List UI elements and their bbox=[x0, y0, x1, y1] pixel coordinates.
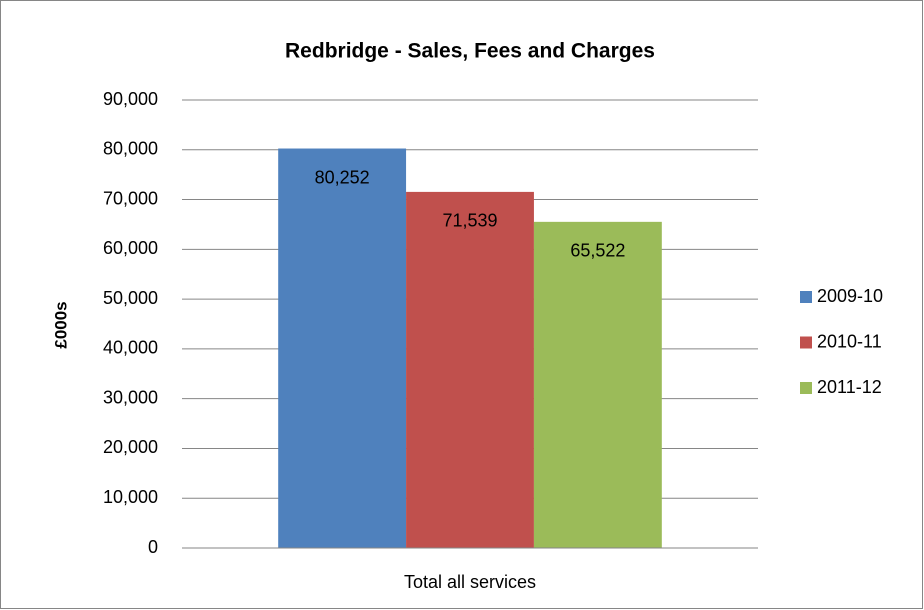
bar bbox=[406, 191, 534, 548]
y-tick-label: 70,000 bbox=[103, 188, 158, 208]
data-label: 80,252 bbox=[315, 167, 370, 187]
x-tick-label: Total all services bbox=[404, 572, 536, 592]
y-tick-label: 90,000 bbox=[103, 89, 158, 109]
legend-swatch bbox=[800, 291, 812, 303]
legend-label: 2010-11 bbox=[817, 331, 882, 351]
y-tick-label: 50,000 bbox=[103, 288, 158, 308]
y-tick-label: 30,000 bbox=[103, 387, 158, 407]
data-label: 71,539 bbox=[442, 211, 497, 231]
y-tick-label: 40,000 bbox=[103, 338, 158, 358]
y-axis-label: £000s bbox=[51, 301, 70, 348]
bar bbox=[533, 221, 662, 548]
y-tick-label: 10,000 bbox=[103, 487, 158, 507]
legend-swatch bbox=[800, 336, 812, 349]
legend-swatch bbox=[800, 382, 812, 394]
y-tick-label: 0 bbox=[148, 537, 158, 557]
y-tick-label: 20,000 bbox=[103, 437, 158, 457]
y-tick-label: 80,000 bbox=[103, 139, 158, 159]
legend-label: 2011-12 bbox=[817, 377, 882, 397]
bar bbox=[278, 148, 407, 548]
chart-title: Redbridge - Sales, Fees and Charges bbox=[285, 40, 655, 63]
data-label: 65,522 bbox=[570, 241, 625, 261]
y-tick-label: 60,000 bbox=[103, 238, 158, 258]
legend-label: 2009-10 bbox=[817, 286, 883, 306]
